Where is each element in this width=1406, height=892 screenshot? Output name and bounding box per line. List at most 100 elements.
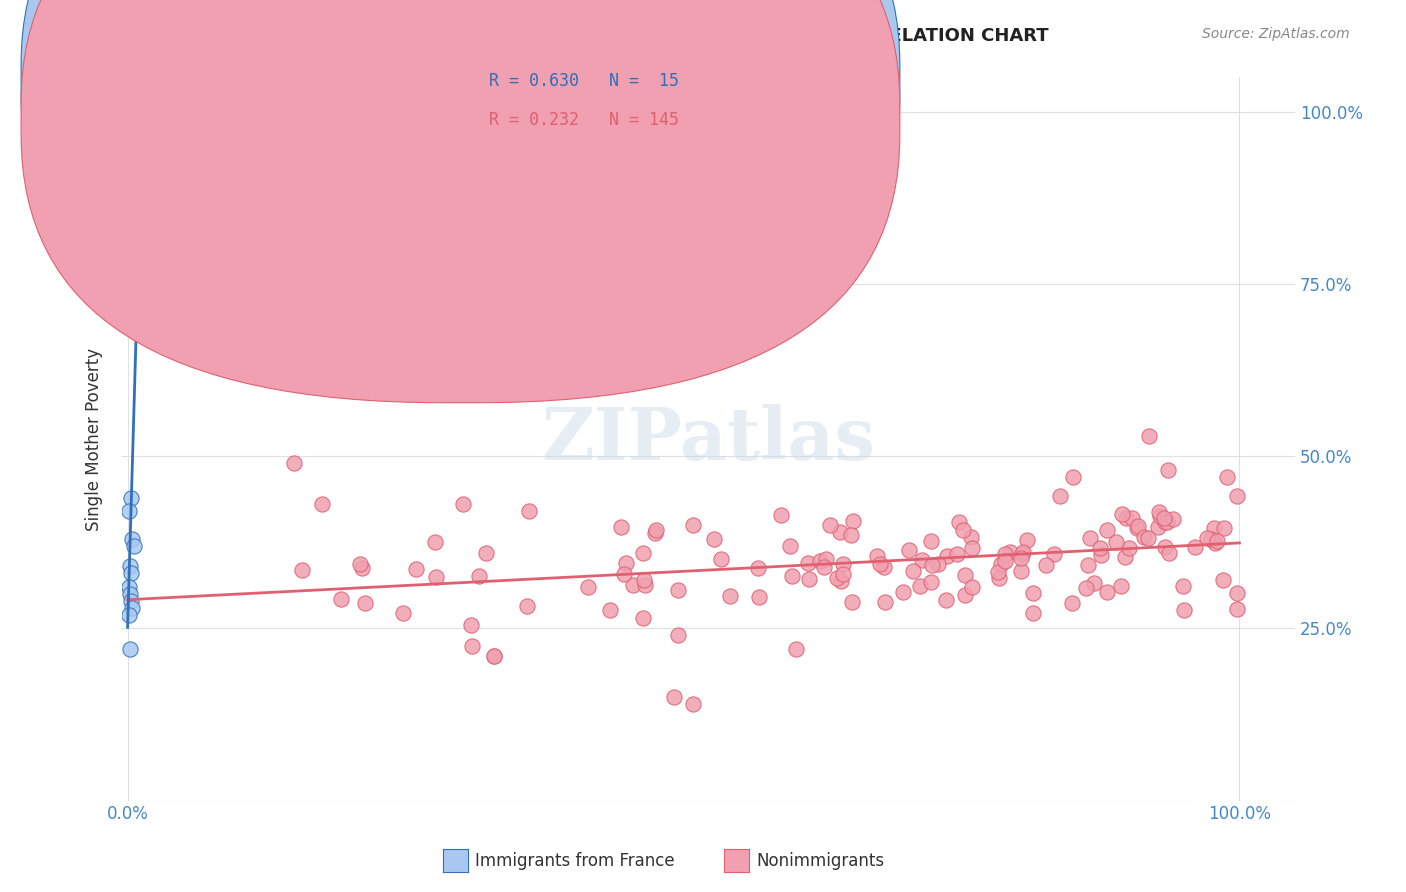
Text: Nonimmigrants: Nonimmigrants bbox=[756, 852, 884, 870]
Point bbox=[747, 561, 769, 575]
Point bbox=[118, 607, 141, 622]
Text: Immigrants from France: Immigrants from France bbox=[475, 852, 675, 870]
Point bbox=[633, 546, 655, 560]
Point bbox=[484, 648, 506, 663]
Point bbox=[1062, 469, 1084, 483]
Point bbox=[118, 311, 141, 326]
Point bbox=[1114, 549, 1136, 564]
Point bbox=[935, 549, 957, 564]
Point bbox=[1156, 463, 1178, 477]
Point bbox=[908, 579, 931, 593]
Point bbox=[797, 572, 820, 586]
Point bbox=[682, 518, 704, 533]
Point bbox=[830, 574, 852, 588]
Point bbox=[329, 591, 352, 606]
Point bbox=[994, 554, 1017, 568]
Point bbox=[614, 556, 637, 570]
Point bbox=[664, 690, 686, 705]
Point bbox=[1077, 558, 1099, 573]
Point bbox=[1090, 548, 1112, 562]
Point bbox=[1111, 579, 1133, 593]
Point bbox=[1226, 601, 1249, 615]
Point bbox=[1083, 576, 1105, 591]
Text: Source: ZipAtlas.com: Source: ZipAtlas.com bbox=[1202, 27, 1350, 41]
Point bbox=[962, 580, 984, 594]
Point bbox=[962, 541, 984, 555]
Point bbox=[828, 524, 851, 539]
Point bbox=[1121, 511, 1143, 525]
Point bbox=[832, 558, 855, 572]
Point bbox=[682, 697, 704, 711]
Point bbox=[1156, 515, 1178, 529]
Point bbox=[1022, 606, 1045, 620]
Point bbox=[1115, 510, 1137, 524]
Point bbox=[952, 523, 974, 537]
Point bbox=[461, 639, 484, 653]
Point bbox=[633, 611, 655, 625]
Text: ZIPatlas: ZIPatlas bbox=[541, 403, 876, 475]
Point bbox=[1042, 547, 1064, 561]
Point bbox=[1022, 585, 1045, 599]
Point bbox=[748, 590, 770, 604]
Point bbox=[118, 580, 141, 594]
Point bbox=[1153, 511, 1175, 525]
Point bbox=[920, 534, 942, 549]
Point bbox=[779, 539, 801, 553]
Point bbox=[901, 564, 924, 578]
Point bbox=[1226, 490, 1249, 504]
Point bbox=[1049, 489, 1071, 503]
Point bbox=[1212, 573, 1234, 587]
Text: R = 0.232   N = 145: R = 0.232 N = 145 bbox=[489, 111, 679, 128]
Point bbox=[118, 504, 141, 518]
Point bbox=[839, 528, 862, 542]
Point bbox=[1104, 535, 1126, 549]
Point bbox=[1206, 534, 1229, 549]
Point bbox=[1202, 521, 1225, 535]
Point bbox=[120, 594, 142, 608]
Point bbox=[703, 532, 725, 546]
Point bbox=[354, 596, 377, 610]
Point bbox=[1136, 531, 1159, 545]
Point bbox=[866, 549, 889, 563]
Point bbox=[785, 641, 807, 656]
Point bbox=[1171, 579, 1194, 593]
Point bbox=[405, 562, 427, 576]
Point bbox=[1147, 520, 1170, 534]
Point bbox=[120, 566, 142, 581]
Point bbox=[935, 593, 957, 607]
Point bbox=[1137, 428, 1160, 442]
Point bbox=[425, 570, 447, 584]
Point bbox=[118, 642, 141, 657]
Point bbox=[955, 568, 977, 582]
Point bbox=[797, 556, 820, 570]
Point bbox=[124, 291, 146, 305]
Text: IMMIGRANTS FROM FRANCE VS NONIMMIGRANTS SINGLE MOTHER POVERTY CORRELATION CHART: IMMIGRANTS FROM FRANCE VS NONIMMIGRANTS … bbox=[56, 27, 1049, 45]
Point bbox=[423, 535, 446, 549]
Point bbox=[610, 520, 633, 534]
Point bbox=[621, 578, 644, 592]
Point bbox=[911, 553, 934, 567]
Point bbox=[1216, 470, 1239, 484]
Point bbox=[1015, 533, 1038, 548]
Point bbox=[666, 628, 689, 642]
Point bbox=[1184, 540, 1206, 554]
Point bbox=[921, 558, 943, 573]
Point bbox=[633, 573, 655, 587]
Point bbox=[959, 530, 981, 544]
Point bbox=[121, 532, 143, 546]
Point bbox=[1035, 558, 1057, 572]
Point bbox=[124, 539, 146, 553]
Point bbox=[451, 498, 474, 512]
Point bbox=[644, 525, 666, 540]
Point bbox=[948, 515, 970, 529]
Point bbox=[920, 574, 942, 589]
Point bbox=[311, 498, 333, 512]
Point bbox=[613, 567, 636, 582]
Point bbox=[994, 547, 1017, 561]
Point bbox=[118, 587, 141, 601]
Point bbox=[1074, 581, 1097, 595]
Point bbox=[710, 552, 733, 566]
Point bbox=[283, 456, 305, 470]
Point bbox=[990, 557, 1012, 571]
Point bbox=[1126, 521, 1149, 535]
